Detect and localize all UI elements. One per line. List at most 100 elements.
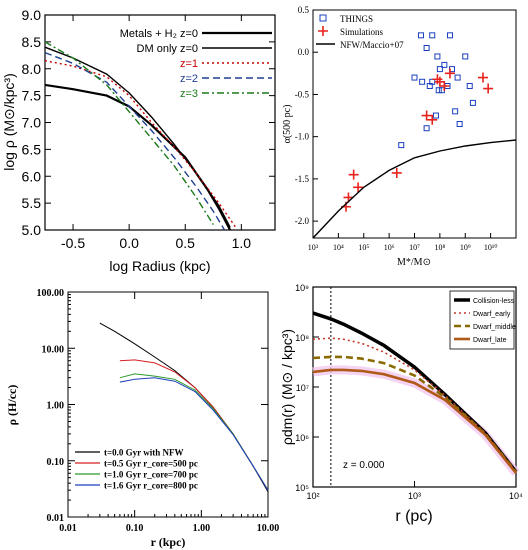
panel-d-series-line <box>312 337 517 473</box>
panel-b-things-point <box>423 45 430 51</box>
panel-d-xlabel: r (pc) <box>395 508 432 525</box>
panel-a-xtick-label: 0.0 <box>119 235 139 251</box>
panel-b: 0.5 0.0 -0.5 -1.0 -1.5 -2.0 10³ 10⁴ 10⁵ 10⁶ 10⁷ 10… <box>282 5 517 268</box>
panel-b-simulation-point <box>444 68 455 79</box>
panel-b-xtick-label: 10⁷ <box>409 243 420 252</box>
panel-b-ytick-label: -0.5 <box>295 89 310 99</box>
panel-b-ylabel: α(500 pc) <box>282 105 293 144</box>
panel-b-xtick-label: 10⁵ <box>358 243 369 252</box>
panel-b-things-point <box>446 32 453 39</box>
panel-b-legend-plus <box>318 26 328 36</box>
panel-c-ytick-label: 0.01 <box>47 513 65 524</box>
panel-b-ytick-label: 0.5 <box>298 5 310 15</box>
panel-b-simulation-point <box>477 72 488 83</box>
panel-b-ytick-label: -1.5 <box>295 174 310 184</box>
panel-a: 5.0 5.5 6.0 6.5 7.0 7.5 8.0 8.5 9.0 -0.5 0.0 0.5 1.… <box>1 7 276 274</box>
panel-b-simulation-point <box>439 81 450 91</box>
panel-d-legend-label: Collision-less <box>473 298 515 305</box>
panel-d-annotation: z = 0.000 <box>343 460 385 471</box>
panel-a-series-line <box>45 51 226 230</box>
panel-b-things-point <box>454 74 461 81</box>
panel-d-ytick-label: 10⁸ <box>295 333 309 343</box>
panel-b-legend-label: NFW/Maccio+07 <box>340 40 404 50</box>
panel-d-shaded-band <box>312 365 520 476</box>
panel-c-ytick-label: 1.00 <box>47 401 65 412</box>
panel-c-xtick-label: 0.01 <box>59 523 77 534</box>
panel-b-simulation-point <box>348 169 359 180</box>
panel-d-legend-label: Dwarf_middle <box>473 324 516 331</box>
panel-b-things-point <box>398 142 405 149</box>
panel-b-things-point <box>429 32 436 39</box>
panel-b-xlabel: M*/M⊙ <box>397 257 431 268</box>
panel-b-things-point <box>462 53 469 60</box>
panel-d-xtick-label: 10³ <box>408 491 421 501</box>
panel-b-things-point <box>435 87 442 94</box>
panel-b-xtick-label: 10⁹ <box>460 243 471 252</box>
panel-c-xlabel: r (kpc) <box>151 535 186 549</box>
panel-b-nfw-curve <box>312 139 517 239</box>
panel-b-things-point <box>417 32 424 39</box>
panel-d-ytick-label: 10⁶ <box>295 433 309 443</box>
panel-c-legend-label: t=1.0 Gyr r_core=700 pc <box>104 470 198 480</box>
panel-b-simulation-point <box>434 76 445 87</box>
panel-a-xtick-label: -0.5 <box>61 235 85 251</box>
panel-d: 10⁹ 10⁸ 10⁷ 10⁶ 10⁵ 10² 10³ 10⁴ Collision-less… <box>279 283 523 525</box>
panel-b-things-point <box>452 108 459 115</box>
panel-b-xtick-label: 10⁴ <box>333 243 344 252</box>
panel-a-ytick-label: 6.5 <box>22 141 42 157</box>
panel-c-legend-label: t=0.5 Gyr r_core=500 pc <box>104 459 198 469</box>
panel-a-series-line <box>45 46 231 228</box>
panel-b-xtick-label: 10³ <box>308 243 319 252</box>
panel-d-legend-label: Dwarf_early <box>473 311 511 318</box>
panel-a-ytick-label: 5.0 <box>22 222 42 238</box>
panel-a-ytick-label: 6.0 <box>22 168 42 184</box>
panel-a-ytick-label: 7.0 <box>22 115 42 131</box>
panel-a-ytick-label: 5.5 <box>22 195 42 211</box>
panel-b-ytick-label: -1.0 <box>295 132 310 142</box>
panel-b-simulation-point <box>483 83 494 94</box>
panel-a-ylabel: log ρ (M⊙/kpc³) <box>1 73 17 170</box>
panel-d-ylabel: ρdm(r) (M⊙ / kpc³) <box>279 329 295 445</box>
panel-a-legend-label: z=2 <box>180 73 198 85</box>
panel-a-xlabel: log Radius (kpc) <box>109 258 210 274</box>
panel-a-ytick-label: 8.0 <box>22 61 42 77</box>
panel-b-simulation-point <box>391 167 402 178</box>
panel-d-ytick-label: 10⁷ <box>296 383 309 393</box>
panel-a-legend-label: Metals + H₂ z=0 <box>120 28 198 40</box>
panel-b-things-point <box>469 99 476 106</box>
panel-c-legend-label: t=1.6 Gyr r_core=800 pc <box>104 481 198 491</box>
panel-b-things-point <box>429 78 436 85</box>
panel-b-legend-square <box>319 14 327 22</box>
panel-a-xtick-label: 0.5 <box>176 235 196 251</box>
panel-c-ytick-label: 0.10 <box>47 457 65 468</box>
panel-b-things-point <box>456 121 463 127</box>
panel-b-ytick-label: 0.0 <box>298 47 310 57</box>
panel-b-things-point <box>411 74 418 81</box>
panel-b-legend-label: THINGS <box>340 14 373 24</box>
panel-b-things-point <box>432 112 439 119</box>
panel-c-legend-label: t=0.0 Gyr with NFW <box>104 448 183 458</box>
panel-a-legend-label: z=1 <box>180 58 198 70</box>
panel-b-things-point <box>419 78 426 85</box>
panel-b-things-point <box>441 61 448 68</box>
panel-a-xtick-label: 1.0 <box>232 235 252 251</box>
panel-a-legend-label: DM only z=0 <box>137 43 198 55</box>
panel-a-ytick-label: 7.5 <box>22 88 42 104</box>
panel-a-ytick-label: 9.0 <box>22 7 42 23</box>
panel-c-series-line <box>119 377 269 491</box>
panel-b-things-point <box>434 53 441 60</box>
panel-a-legend-label: z=3 <box>180 88 198 100</box>
panel-c: 100.00 10.00 1.00 0.10 0.01 0.01 0.10 1.00 10.0… <box>5 288 279 549</box>
panel-d-xtick-label: 10⁴ <box>509 491 523 501</box>
panel-b-simulation-point <box>353 182 364 193</box>
panel-b-simulation-point <box>427 114 438 125</box>
panel-d-ytick-label: 10⁵ <box>295 483 309 493</box>
panel-d-xtick-label: 10² <box>306 491 319 501</box>
panel-c-xtick-label: 1.00 <box>193 523 211 534</box>
panel-b-things-point <box>466 83 473 89</box>
panel-b-xtick-label: 10⁶ <box>384 243 395 252</box>
panel-d-legend-label: Dwarf_late <box>473 337 507 344</box>
panel-b-things-point <box>423 125 430 132</box>
panel-b-simulation-point <box>432 74 443 85</box>
